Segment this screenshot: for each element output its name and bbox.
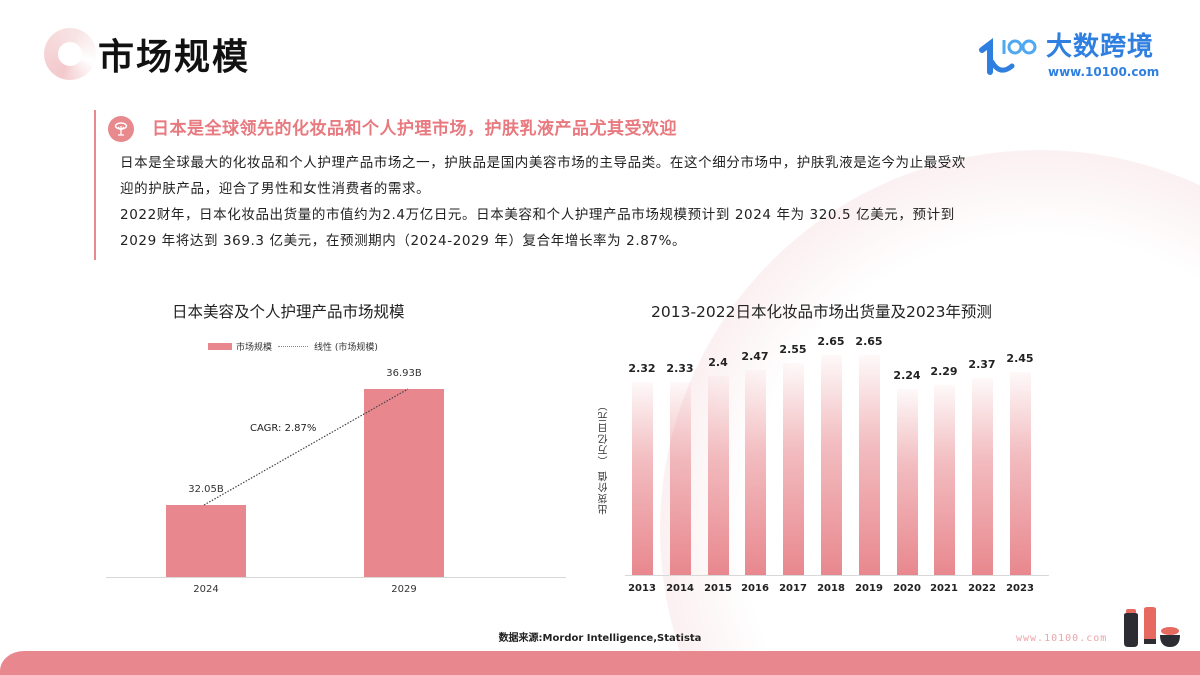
bar-data-label: 36.93B bbox=[386, 368, 422, 379]
bar-data-label: 2.24 bbox=[893, 369, 921, 382]
bar-2014 bbox=[670, 382, 691, 575]
chart-legend: 市场规模 线性 (市场规模) bbox=[208, 340, 378, 353]
intro-line: 2029 年将达到 369.3 亿美元，在预测期内（2024-2029 年）复合… bbox=[120, 233, 687, 249]
x-tick-label: 2015 bbox=[704, 583, 732, 594]
bar-data-label: 2.29 bbox=[930, 365, 958, 378]
bar-2021 bbox=[934, 385, 955, 575]
logo-10100-icon bbox=[979, 38, 1037, 75]
bar-data-label: 2.45 bbox=[1006, 352, 1034, 365]
bar-data-label: 2.32 bbox=[628, 362, 656, 375]
bar-2016 bbox=[745, 370, 766, 575]
x-tick-label: 2029 bbox=[391, 584, 417, 595]
intro-section: 日本是全球领先的化妆品和个人护理市场，护肤乳液产品尤其受欢迎 日本是全球最大的化… bbox=[94, 110, 1104, 260]
bar-data-label: 2.65 bbox=[817, 335, 845, 348]
y-axis-title: 出货价值 （万亿日元） bbox=[599, 400, 610, 515]
bar-2018 bbox=[821, 355, 842, 575]
bar-2020 bbox=[897, 389, 918, 575]
shipment-chart: 2013-2022日本化妆品市场出货量及2023年预测 出货价值 （万亿日元） … bbox=[595, 290, 1055, 610]
bar-data-label: 2.37 bbox=[968, 358, 996, 371]
bar-data-label: 2.55 bbox=[779, 343, 807, 356]
bar-2013 bbox=[632, 382, 653, 575]
bar-data-label: 2.4 bbox=[708, 356, 728, 369]
intro-line: 2022财年，日本化妆品出货量的市值约为2.4万亿日元。日本美容和个人护理产品市… bbox=[120, 207, 955, 223]
intro-line: 日本是全球最大的化妆品和个人护理产品市场之一，护肤品是国内美容市场的主导品类。在… bbox=[120, 155, 966, 171]
x-tick-label: 2017 bbox=[779, 583, 807, 594]
intro-heading: 日本是全球领先的化妆品和个人护理市场，护肤乳液产品尤其受欢迎 bbox=[152, 119, 677, 139]
bar-2015 bbox=[708, 376, 729, 575]
footer-band bbox=[0, 651, 1200, 675]
brand-logo[interactable]: 大数跨境 www.10100.com bbox=[978, 28, 1178, 84]
x-tick-label: 2016 bbox=[741, 583, 769, 594]
bar-data-label: 2.47 bbox=[741, 350, 769, 363]
page-title: 市场规模 bbox=[98, 37, 251, 78]
x-axis bbox=[106, 577, 566, 578]
legend-line-label: 线性 (市场规模) bbox=[314, 343, 378, 353]
bar-data-label: 2.33 bbox=[666, 362, 694, 375]
x-tick-label: 2019 bbox=[855, 583, 883, 594]
bar-2019 bbox=[859, 355, 880, 575]
intro-line: 迎的护肤产品，迎合了男性和女性消费者的需求。 bbox=[120, 181, 431, 197]
x-axis bbox=[625, 575, 1049, 576]
logo-text: 大数跨境 bbox=[1046, 32, 1155, 62]
bar-data-label: 32.05B bbox=[188, 484, 224, 495]
legend-bar-label: 市场规模 bbox=[236, 343, 273, 353]
bar-data-label: 2.65 bbox=[855, 335, 883, 348]
x-tick-label: 2014 bbox=[666, 583, 694, 594]
footer-url: www.10100.com bbox=[1016, 633, 1108, 644]
market-size-chart: 日本美容及个人护理产品市场规模 市场规模 线性 (市场规模) 32.05B 36… bbox=[100, 290, 570, 610]
x-tick-label: 2021 bbox=[930, 583, 958, 594]
bar-2023 bbox=[1010, 372, 1031, 575]
x-tick-label: 2022 bbox=[968, 583, 996, 594]
bar-2022 bbox=[972, 378, 993, 575]
cosmetics-bottles-icon bbox=[1124, 607, 1180, 647]
logo-url: www.10100.com bbox=[1048, 65, 1160, 79]
title-ring-decoration bbox=[44, 28, 96, 80]
intro-body: 日本是全球最大的化妆品和个人护理产品市场之一，护肤品是国内美容市场的主导品类。在… bbox=[120, 150, 1090, 254]
trend-line bbox=[203, 388, 409, 506]
chart-title: 2013-2022日本化妆品市场出货量及2023年预测 bbox=[651, 303, 992, 321]
cagr-annotation: CAGR: 2.87% bbox=[250, 423, 317, 434]
data-source: 数据来源:Mordor Intelligence,Statista bbox=[498, 633, 702, 644]
chart-title: 日本美容及个人护理产品市场规模 bbox=[172, 303, 405, 321]
bar-2017 bbox=[783, 363, 804, 575]
legend-bar-swatch bbox=[208, 343, 232, 350]
x-tick-label: 2024 bbox=[193, 584, 219, 595]
x-tick-label: 2020 bbox=[893, 583, 921, 594]
x-tick-label: 2018 bbox=[817, 583, 845, 594]
bar-2029 bbox=[364, 389, 444, 577]
x-tick-label: 2013 bbox=[628, 583, 656, 594]
legend-line-swatch bbox=[278, 346, 309, 347]
tree-icon bbox=[108, 116, 134, 142]
bar-2024 bbox=[166, 505, 246, 577]
x-tick-label: 2023 bbox=[1006, 583, 1034, 594]
